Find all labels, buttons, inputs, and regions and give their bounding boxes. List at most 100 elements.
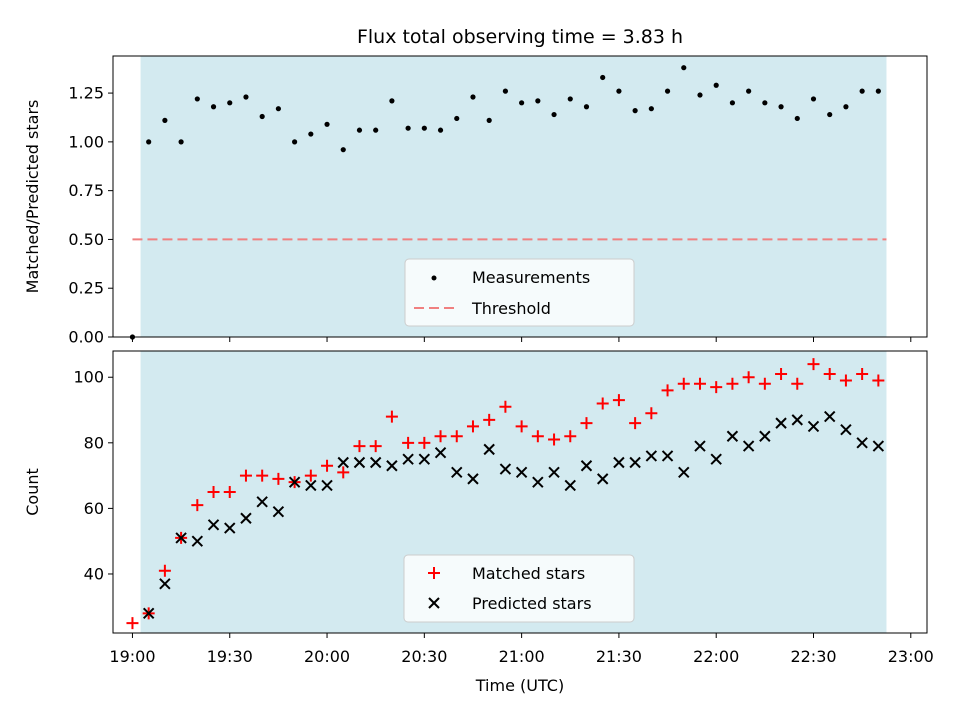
point-measurements — [616, 88, 622, 94]
point-measurements — [324, 121, 330, 127]
point-measurements — [389, 98, 395, 104]
point-measurements — [292, 139, 298, 145]
point-matched-stars — [369, 440, 382, 453]
panel-counts: 40 60 80 100 19:00 19:30 20:00 20:30 21:00 21:30… — [23, 350, 934, 695]
point-measurements — [519, 100, 525, 106]
y-tick-label: 0.50 — [68, 230, 104, 249]
point-matched-stars — [791, 377, 804, 390]
measurements-points — [129, 65, 881, 340]
point-matched-stars — [758, 377, 771, 390]
point-measurements — [405, 125, 411, 131]
point-measurements — [259, 113, 265, 120]
point-measurements — [762, 100, 768, 106]
legend-top: Measurements Threshold — [404, 258, 635, 327]
point-predicted-stars — [872, 440, 885, 452]
point-measurements — [729, 100, 736, 106]
point-predicted-stars — [142, 607, 155, 620]
point-predicted-stars — [856, 437, 868, 449]
point-predicted-stars — [191, 535, 204, 547]
point-measurements — [600, 74, 606, 81]
point-predicted-stars — [434, 446, 447, 459]
legend-box-top — [404, 258, 635, 327]
point-matched-stars — [612, 394, 625, 407]
point-measurements — [470, 94, 476, 100]
point-predicted-stars — [224, 522, 236, 534]
point-predicted-stars — [775, 417, 787, 429]
point-matched-stars — [499, 400, 512, 413]
point-predicted-stars — [321, 479, 333, 492]
point-predicted-stars — [726, 430, 739, 442]
point-matched-stars — [466, 420, 479, 433]
point-measurements — [875, 88, 881, 94]
point-predicted-stars — [548, 466, 560, 479]
y-tick-label: 0.75 — [68, 181, 104, 200]
point-matched-stars — [256, 469, 269, 482]
point-measurements — [454, 115, 460, 122]
x-tick-label: 19:00 — [109, 647, 155, 666]
point-matched-stars — [629, 417, 642, 430]
point-measurements — [535, 98, 541, 104]
point-predicted-stars — [499, 463, 512, 475]
point-measurements — [194, 96, 200, 102]
point-matched-stars — [742, 371, 755, 384]
legend-box-bottom — [403, 554, 635, 623]
legend-marker-predicted — [428, 597, 440, 609]
point-predicted-stars — [337, 456, 349, 469]
legend-label-threshold: Threshold — [471, 299, 551, 318]
y-tick-label: 60 — [84, 499, 104, 518]
point-matched-stars — [677, 377, 690, 390]
point-measurements — [275, 106, 281, 112]
point-measurements — [632, 108, 638, 114]
point-matched-stars — [321, 459, 334, 472]
legend-label-matched: Matched stars — [472, 564, 585, 583]
x-tick-label: 22:00 — [693, 647, 739, 666]
point-measurements — [859, 88, 865, 94]
point-measurements — [713, 82, 719, 88]
x-tick-label: 21:30 — [596, 647, 642, 666]
point-measurements — [502, 88, 509, 94]
point-predicted-stars — [694, 440, 706, 452]
point-matched-stars — [531, 430, 544, 443]
point-measurements — [794, 115, 800, 122]
point-matched-stars — [856, 367, 869, 380]
point-measurements — [567, 96, 573, 102]
x-axis-ticks-top — [131, 337, 912, 342]
point-matched-stars — [239, 469, 252, 482]
y-tick-label: 40 — [84, 564, 104, 583]
point-predicted-stars — [678, 466, 690, 479]
point-predicted-stars — [256, 496, 268, 508]
point-measurements — [421, 125, 427, 131]
point-matched-stars — [483, 413, 496, 426]
x-tick-label: 20:00 — [304, 647, 350, 666]
point-predicted-stars — [710, 453, 722, 465]
counts-points — [126, 358, 885, 630]
point-measurements — [146, 139, 152, 145]
point-matched-stars — [385, 410, 398, 423]
point-matched-stars — [564, 430, 577, 443]
point-matched-stars — [710, 381, 723, 394]
x-axis-label: Time (UTC) — [475, 676, 564, 695]
point-predicted-stars — [305, 479, 317, 492]
point-predicted-stars — [402, 453, 414, 465]
y-tick-label: 1.25 — [68, 84, 104, 103]
point-matched-stars — [645, 407, 658, 420]
point-predicted-stars — [759, 430, 771, 442]
point-predicted-stars — [272, 505, 285, 518]
point-measurements — [308, 131, 314, 137]
point-measurements — [373, 127, 379, 133]
point-matched-stars — [272, 472, 285, 485]
point-predicted-stars — [159, 578, 171, 590]
point-matched-stars — [191, 499, 204, 512]
point-matched-stars — [304, 469, 317, 482]
point-predicted-stars — [645, 450, 658, 462]
point-measurements — [810, 96, 817, 102]
point-predicted-stars — [629, 456, 641, 469]
point-measurements — [551, 111, 557, 118]
point-measurements — [162, 117, 168, 123]
point-matched-stars — [337, 466, 350, 479]
point-matched-stars — [839, 374, 852, 387]
x-tick-label: 21:00 — [499, 647, 545, 666]
chart-title: Flux total observing time = 3.83 h — [357, 26, 683, 48]
point-matched-stars — [223, 486, 236, 498]
y-axis-ticks-top: 0.00 0.25 0.50 0.75 1.00 1.25 — [68, 84, 113, 347]
